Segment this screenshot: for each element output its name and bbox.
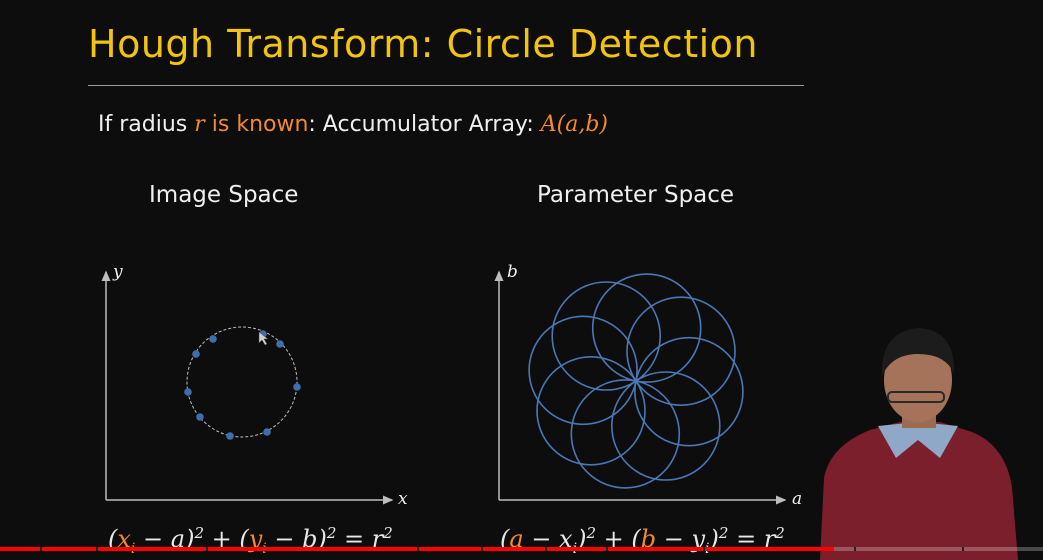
edge-point [209, 335, 217, 343]
parameter-space-equation: (a − xi)2 + (b − yi)2 = r2 [500, 524, 785, 557]
parameter-space-axes: b a [494, 262, 802, 509]
title-divider [88, 85, 804, 86]
parameter-circle [551, 281, 662, 391]
parameter-circle [528, 315, 638, 426]
chapter-marker [481, 547, 483, 551]
subtitle-radius-var: r [194, 112, 205, 137]
image-space-label: Image Space [149, 182, 299, 208]
parameter-circles [528, 273, 744, 489]
chapter-marker [206, 547, 208, 551]
subtitle: If radius r is known: Accumulator Array:… [98, 112, 608, 137]
chapter-marker [417, 547, 419, 551]
parameter-circle [591, 273, 702, 383]
edge-point [263, 428, 271, 436]
parameter-circle [570, 379, 681, 489]
glasses-icon [887, 391, 945, 403]
edge-point [293, 383, 301, 391]
parameter-circle [634, 336, 744, 447]
edge-point [196, 413, 204, 421]
video-progress-bar[interactable] [0, 547, 1043, 551]
subtitle-known: is known [204, 112, 309, 137]
presenter-hair [881, 328, 955, 376]
slide-title: Hough Transform: Circle Detection [88, 22, 758, 66]
param-b-axis-label: b [507, 262, 518, 282]
edge-point [192, 350, 200, 358]
edge-point [184, 388, 192, 396]
subtitle-mid: : Accumulator Array: [308, 112, 541, 137]
chapter-marker [96, 547, 98, 551]
mouse-cursor-icon [258, 331, 269, 346]
presenter-video [820, 328, 1018, 560]
param-a-axis-label: a [792, 489, 802, 509]
chapter-marker [606, 547, 608, 551]
chapter-marker [40, 547, 42, 551]
chapter-marker [854, 547, 856, 551]
image-x-axis-label: x [398, 489, 408, 509]
image-circle [186, 326, 298, 438]
presenter-collar [878, 422, 958, 458]
subtitle-prefix: If radius [98, 112, 195, 137]
parameter-circle [536, 355, 646, 466]
chapter-marker [962, 547, 964, 551]
edge-point [276, 340, 284, 348]
image-space-equation: (xi − a)2 + (yi − b)2 = r2 [108, 524, 393, 557]
image-space-axes: y x [101, 262, 408, 509]
edge-points [184, 330, 301, 440]
parameter-circle [610, 371, 721, 481]
chapter-marker [703, 547, 705, 551]
presenter-body [820, 422, 1018, 560]
chapter-marker [545, 547, 547, 551]
edge-point [226, 432, 234, 440]
subtitle-accumulator: A(a,b) [540, 112, 609, 137]
image-y-axis-label: y [112, 262, 123, 282]
parameter-circle [626, 296, 736, 407]
parameter-space-label: Parameter Space [537, 182, 735, 208]
